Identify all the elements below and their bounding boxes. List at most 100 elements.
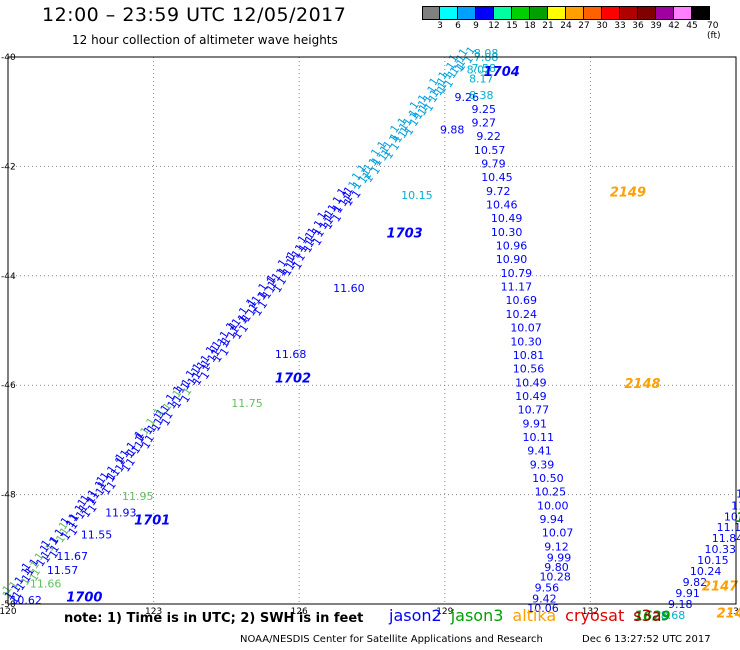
swh-value-label: 10.33	[704, 543, 736, 556]
swh-value-label: 10.69	[505, 294, 537, 307]
swh-value-label: 11.68	[275, 348, 307, 361]
swh-value-label: 11.14	[717, 521, 740, 534]
time-label: 1703	[387, 227, 423, 242]
swh-value-label: 11.55	[81, 528, 113, 541]
swh-value-label: 10.49	[491, 212, 523, 225]
swh-value-label: 9.22	[476, 130, 501, 143]
colorbar-tick-label: 70 (ft)	[707, 21, 721, 41]
swh-value-label: 10.28	[539, 570, 571, 583]
colorbar-ticks: 3 6 9 12 15 18 21 24 27 30 33 36 39 42 45 70 (ft)	[422, 21, 728, 41]
colorbar-tick-label: 39	[650, 21, 662, 31]
swh-value-label: 10.15	[697, 554, 729, 567]
colorbar-tick-label: 45	[686, 21, 698, 31]
swh-value-label: 11.95	[122, 490, 154, 503]
swh-value-label: 10.30	[491, 226, 523, 239]
swh-value-label: 9.91	[522, 417, 547, 430]
swh-value-label: 10.46	[486, 199, 518, 212]
swh-value-label: 11.57	[47, 564, 79, 577]
swh-value-label: 10.30	[510, 335, 542, 348]
colorbar-tick-label: 24	[560, 21, 572, 31]
time-label: 163	[736, 511, 740, 526]
swh-value-label: 11.66	[30, 578, 62, 591]
swh-value-label: 8.02	[467, 63, 492, 76]
colorbar-tick-label: 6	[455, 21, 461, 31]
chart-title: 12:00 – 23:59 UTC 12/05/2017	[42, 4, 347, 26]
time-label: 2147	[702, 579, 739, 594]
swh-value-label: 10.49	[515, 390, 547, 403]
colorbar-tick-label: 33	[614, 21, 626, 31]
x-tick-label: 132	[582, 607, 599, 617]
grid-lines	[8, 57, 736, 604]
colorbar-tick-label: 27	[578, 21, 590, 31]
swh-value-label: 10.81	[513, 349, 545, 362]
colorbar-tick-label: 9	[473, 21, 479, 31]
colorbar-tick-label: 36	[632, 21, 644, 31]
time-label: 1701	[134, 514, 170, 529]
swh-value-label: 8.68	[661, 609, 686, 622]
colorbar-tick-label: 21	[542, 21, 554, 31]
swh-value-label: 11.93	[105, 506, 137, 519]
x-tick-label: 135	[727, 607, 740, 617]
colorbar-tick-label: 15	[506, 21, 518, 31]
time-label: 2146	[717, 607, 740, 622]
colorbar-tick-label: 3	[437, 21, 443, 31]
swh-value-label: 9.27	[471, 116, 496, 129]
track-glyphs: 1111111111111111111111111111111111111111…	[0, 44, 478, 607]
swh-value-label: 11.84	[712, 532, 740, 545]
swh-value-label: 9.42	[532, 592, 557, 605]
colorbar-swatch	[638, 6, 656, 20]
satellite-legend-item: s3a	[633, 606, 662, 625]
swh-value-label: 9.82	[683, 576, 708, 589]
swh-value-label: 10.49	[515, 376, 547, 389]
colorbar-swatch	[584, 6, 602, 20]
x-tick-label: 120	[0, 607, 17, 617]
swh-value-label: 10.45	[481, 171, 513, 184]
swh-value-label: 11.60	[333, 282, 365, 295]
plot-frame	[7, 56, 737, 605]
swh-value-label: 9.39	[530, 458, 555, 471]
time-label: 1702	[275, 371, 311, 386]
time-label: 1629	[634, 609, 670, 624]
swh-value-label: 10.79	[501, 267, 533, 280]
credit-text: NOAA/NESDIS Center for Satellite Applica…	[240, 634, 543, 645]
swh-value-label: 10.56	[513, 363, 545, 376]
time-label: 2149	[610, 185, 646, 200]
swh-value-label: 9.12	[544, 540, 569, 553]
swh-value-label: 10.77	[518, 404, 550, 417]
colorbar-swatch	[566, 6, 584, 20]
swh-value-label: 9.72	[486, 185, 511, 198]
swh-value-label: 10.25	[535, 486, 567, 499]
satellite-legend: jason2 jason3 altika cryosat s3a	[389, 606, 671, 625]
swh-value-label: 10.62	[10, 594, 42, 607]
swh-value-label: 10.96	[496, 240, 528, 253]
swh-value-label: 9.99	[547, 551, 572, 564]
swh-value-label: 11.17	[501, 281, 533, 294]
colorbar-swatch	[656, 6, 674, 20]
colorbar-tick-label: 18	[524, 21, 536, 31]
swh-value-label: 10.57	[474, 144, 506, 157]
y-tick-label: -50	[1, 600, 16, 610]
colorbar-swatch	[692, 6, 710, 20]
colorbar-swatch	[548, 6, 566, 20]
swh-value-label: 10.90	[496, 253, 528, 266]
satellite-legend-item: cryosat	[565, 606, 625, 625]
swh-value-label: 8.17	[469, 73, 494, 86]
satellite-legend-item: jason2	[389, 606, 442, 625]
swh-value-label: 10.50	[532, 472, 564, 485]
swh-value-label: 9.25	[471, 103, 496, 116]
colorbar-swatch	[620, 6, 638, 20]
time-label: 2148	[624, 377, 660, 392]
swh-value-label: 8.38	[469, 89, 494, 102]
swh-value-label: 9.79	[481, 157, 506, 170]
swh-value-label: 9.80	[544, 561, 569, 574]
swh-value-label: 10.86	[736, 487, 740, 500]
swh-value-label: 9.41	[527, 445, 552, 458]
colorbar	[422, 6, 710, 20]
colorbar-swatch	[512, 6, 530, 20]
colorbar-tick-label: 42	[668, 21, 680, 31]
swh-value-label: 10.00	[537, 499, 569, 512]
swh-value-label: 9.91	[675, 587, 700, 600]
swh-value-label: 10.07	[542, 527, 574, 540]
time-label: 1704	[484, 65, 520, 80]
swh-value-label: 10.07	[510, 322, 542, 335]
